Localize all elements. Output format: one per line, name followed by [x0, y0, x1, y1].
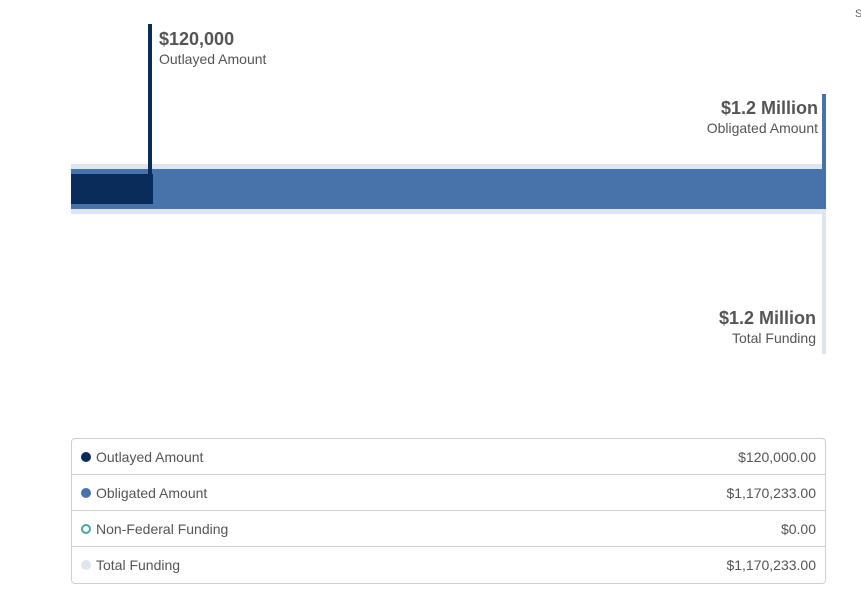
funding-chart: $120,000 Outlayed Amount $1.2 Million Ob… — [71, 24, 826, 354]
obligated-amount-bar — [71, 169, 826, 209]
funding-legend-table: Outlayed Amount $120,000.00 Obligated Am… — [71, 438, 826, 584]
outlayed-marker-line — [148, 24, 152, 204]
legend-value: $120,000.00 — [738, 448, 816, 465]
legend-value: $1,170,233.00 — [726, 484, 816, 501]
obligated-value-label: $1.2 Million — [720, 98, 818, 118]
legend-label: Total Funding — [96, 557, 181, 573]
legend-row-total: Total Funding $1,170,233.00 — [72, 547, 825, 583]
outlayed-amount-bar — [71, 174, 153, 204]
outlayed-name-label: Outlayed Amount — [159, 51, 267, 67]
total-marker-line — [822, 214, 826, 354]
outlayed-annotation: $120,000 Outlayed Amount — [159, 28, 266, 68]
legend-label: Non-Federal Funding — [96, 520, 229, 537]
obligated-marker-line — [822, 94, 826, 174]
outlayed-value-label: $120,000 — [159, 29, 235, 49]
legend-label: Obligated Amount — [96, 484, 208, 501]
obligated-annotation: $1.2 Million Obligated Amount — [707, 97, 818, 137]
legend-row-outlayed: Outlayed Amount $120,000.00 — [72, 439, 825, 475]
total-dot-icon — [81, 560, 91, 570]
total-annotation: $1.2 Million Total Funding — [719, 307, 816, 347]
outlayed-dot-icon — [81, 451, 91, 462]
legend-value: $1,170,233.00 — [726, 557, 816, 573]
total-value-label: $1.2 Million — [718, 308, 816, 328]
cut-off-text: S — [855, 8, 861, 20]
non-federal-ring-icon — [81, 523, 91, 534]
total-name-label: Total Funding — [731, 330, 816, 346]
legend-row-non-federal: Non-Federal Funding $0.00 — [72, 511, 825, 547]
legend-label: Outlayed Amount — [96, 448, 204, 465]
obligated-dot-icon — [81, 487, 91, 498]
obligated-name-label: Obligated Amount — [706, 120, 818, 136]
legend-row-obligated: Obligated Amount $1,170,233.00 — [72, 475, 825, 511]
legend-value: $0.00 — [780, 520, 816, 537]
